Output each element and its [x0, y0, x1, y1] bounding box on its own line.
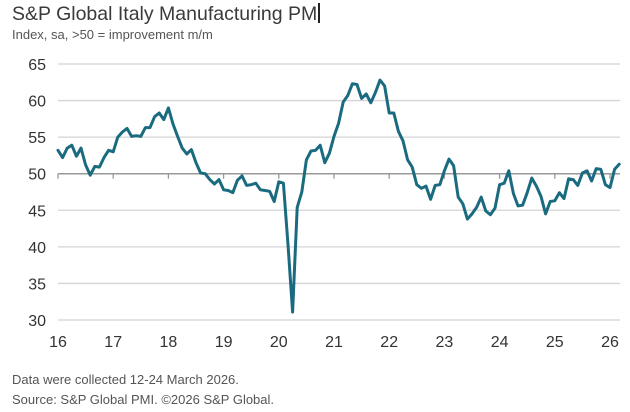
- pmi-series-line: [56, 78, 621, 314]
- x-tick-label: 18: [160, 334, 178, 351]
- line-chart: 30 35 40 45 50 55 60 65 16 17 18 19 20 21 22 23 24 25 26: [28, 57, 621, 351]
- chart-title: S&P Global Italy Manufacturing PM: [12, 3, 321, 26]
- y-tick-label: 35: [28, 276, 46, 293]
- chart-title-text: S&P Global Italy Manufacturing PM: [12, 3, 318, 25]
- x-tick-label: 22: [380, 334, 398, 351]
- source-note: Source: S&P Global PMI. ©2026 S&P Global…: [12, 392, 275, 407]
- y-tick-label: 65: [28, 57, 46, 74]
- x-tick-label: 17: [104, 334, 122, 351]
- y-tick-label: 40: [28, 240, 46, 257]
- x-tick-label: 21: [325, 334, 343, 351]
- y-tick-label: 55: [28, 130, 46, 147]
- y-tick-label: 50: [28, 167, 46, 184]
- chart-subtitle: Index, sa, >50 = improvement m/m: [12, 27, 213, 42]
- x-tick-label: 20: [270, 334, 288, 351]
- x-tick-label: 25: [546, 334, 564, 351]
- x-tick-label: 23: [436, 334, 454, 351]
- collection-note: Data were collected 12-24 March 2026.: [12, 372, 239, 387]
- x-tick-label: 26: [601, 334, 619, 351]
- y-tick-label: 60: [28, 94, 46, 111]
- x-tick-label: 19: [215, 334, 233, 351]
- y-tick-label: 30: [28, 313, 46, 330]
- x-tick-label: 24: [491, 334, 509, 351]
- x-tick-label: 16: [49, 334, 67, 351]
- y-tick-label: 45: [28, 203, 46, 220]
- text-cursor: [318, 3, 321, 23]
